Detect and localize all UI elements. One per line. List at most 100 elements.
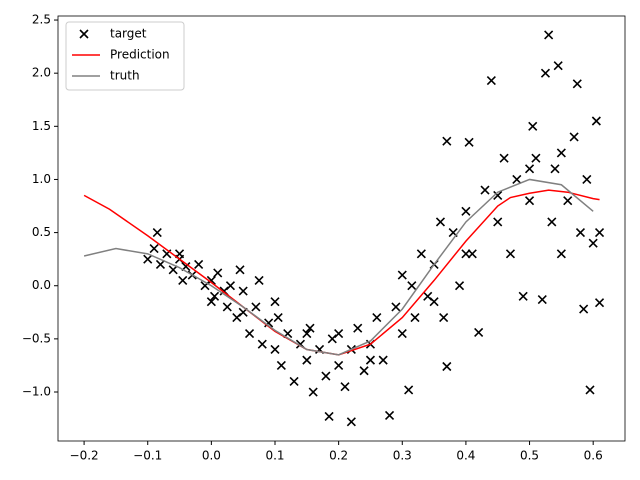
legend: target Prediction truth (65, 21, 185, 91)
scatter-point (321, 371, 331, 381)
line (83, 178, 594, 356)
scatter-point (410, 313, 420, 323)
scatter-point (340, 382, 350, 392)
scatter-point (435, 217, 446, 227)
scatter-point (308, 387, 318, 397)
scatter-point (238, 286, 248, 296)
scatter-point (585, 385, 595, 395)
scatter-point (512, 174, 522, 185)
scatter-point (334, 360, 344, 371)
x-tick-label: 0.2 (329, 449, 348, 463)
scatter-point (464, 137, 474, 147)
x-tick-label: 0.1 (265, 449, 284, 463)
scatter-point (556, 148, 566, 158)
scatter-point (569, 132, 579, 142)
scatter-point (225, 281, 236, 291)
scatter-point (588, 238, 598, 248)
scatter-point (505, 249, 516, 259)
legend-marker (79, 29, 89, 39)
y-tick-label: 0.0 (32, 278, 51, 292)
scatter-point (324, 411, 334, 422)
scatter-point (334, 328, 344, 339)
y-tick-label: 1.5 (32, 119, 51, 133)
legend-box (65, 21, 185, 91)
scatter-point (544, 30, 554, 40)
scatter-point (540, 68, 551, 78)
scatter-point (550, 164, 560, 174)
scatter-point (276, 360, 286, 371)
scatter-point (439, 313, 449, 323)
scatter-point (579, 304, 589, 314)
scatter-point (474, 327, 484, 338)
scatter-point (251, 302, 261, 312)
scatter-point (270, 344, 280, 355)
scatter-point (407, 281, 417, 291)
x-tick-label: 0.3 (393, 449, 412, 463)
scatter-point (149, 243, 159, 254)
scatter-point (235, 265, 245, 275)
scatter-point (359, 366, 369, 376)
scatter-point (594, 298, 605, 308)
scatter-point (416, 249, 426, 259)
scatter-point (493, 217, 503, 227)
scatter-point (365, 355, 376, 365)
scatter-point (397, 328, 407, 339)
scatter-point (461, 206, 471, 216)
legend-label: Prediction (110, 48, 170, 62)
scatter-point (518, 291, 528, 301)
scatter-point (582, 174, 592, 185)
scatter-point (143, 254, 153, 264)
scatter-point (429, 297, 439, 307)
scatter-point (572, 79, 582, 89)
scatter-point (391, 302, 401, 312)
y-tick-label: 1.0 (32, 172, 51, 186)
scatter-point (206, 297, 216, 307)
scatter-point (591, 116, 601, 126)
legend-label: target (110, 27, 147, 41)
scatter-point (372, 313, 382, 323)
scatter-point (531, 153, 541, 163)
x-tick-label: 0.4 (456, 449, 475, 463)
scatter-point (264, 318, 274, 328)
y-tick-label: −0.5 (22, 331, 51, 345)
scatter-point (378, 355, 388, 365)
scatter-point (461, 249, 471, 259)
scatter-point (442, 361, 452, 372)
scatter-point (556, 249, 566, 259)
scatter-point (213, 268, 223, 278)
scatter-point (384, 410, 395, 420)
scatter-point (486, 76, 496, 86)
scatter-point (353, 323, 363, 333)
scatter-point (155, 259, 166, 270)
scatter-point (254, 275, 264, 285)
scatter-point (404, 385, 414, 395)
x-tick-label: 0.6 (584, 449, 603, 463)
scatter-point (563, 196, 573, 206)
scatter-point (206, 275, 216, 285)
x-tick-label: −0.2 (70, 449, 99, 463)
scatter-point (454, 281, 465, 291)
scatter-point (257, 339, 267, 349)
scatter-point (152, 228, 162, 238)
scatter-point (302, 328, 312, 339)
scatter-point (209, 291, 220, 301)
scatter-point (442, 136, 452, 146)
scatter-point (194, 259, 204, 270)
scatter-point (480, 185, 490, 195)
y-tick-label: 2.0 (32, 66, 51, 80)
scatter-point (222, 302, 232, 312)
scatter-point (289, 376, 299, 386)
scatter-point (528, 121, 538, 131)
scatter-point (594, 228, 605, 238)
plot-frame (57, 15, 626, 442)
scatter-point (547, 217, 557, 227)
scatter-point (168, 265, 178, 275)
scatter-point (302, 355, 312, 365)
scatter-point (499, 153, 509, 163)
scatter-point (553, 61, 563, 71)
y-tick-label: 0.5 (32, 225, 51, 239)
x-tick-label: 0.5 (520, 449, 539, 463)
scatter-point (178, 275, 188, 285)
scatter-point (273, 313, 283, 323)
